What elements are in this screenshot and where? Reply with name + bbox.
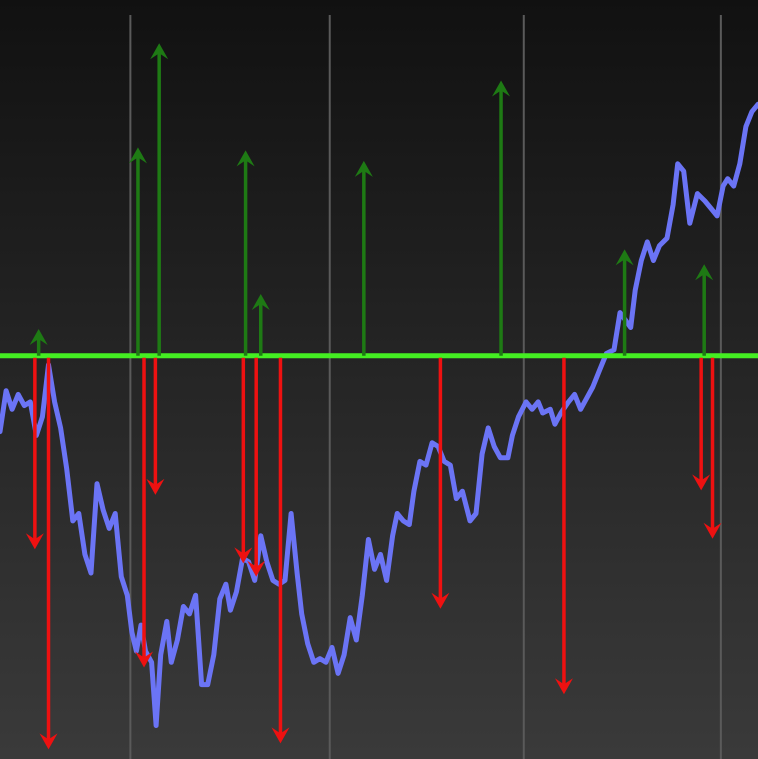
down-arrow <box>135 357 154 668</box>
up-arrow <box>128 147 147 356</box>
down-arrow <box>431 357 450 609</box>
up-arrow-layer <box>29 43 714 356</box>
up-arrow <box>29 328 48 356</box>
up-arrow <box>615 249 634 356</box>
down-arrow <box>271 357 290 744</box>
price-series-line <box>0 101 758 728</box>
down-arrow <box>692 357 711 491</box>
down-arrow <box>703 357 722 539</box>
series-layer <box>0 101 758 728</box>
down-arrow <box>146 357 165 495</box>
up-arrow <box>236 150 255 356</box>
down-arrow <box>554 357 573 695</box>
down-arrow <box>247 357 266 577</box>
down-arrow <box>39 357 58 750</box>
up-arrow <box>695 264 714 356</box>
down-arrow-layer <box>25 357 722 750</box>
up-arrow <box>150 43 169 356</box>
up-arrow <box>251 294 270 356</box>
up-arrow <box>354 160 373 356</box>
down-arrow <box>25 357 44 550</box>
up-arrow <box>492 80 511 356</box>
down-arrow <box>234 357 253 564</box>
